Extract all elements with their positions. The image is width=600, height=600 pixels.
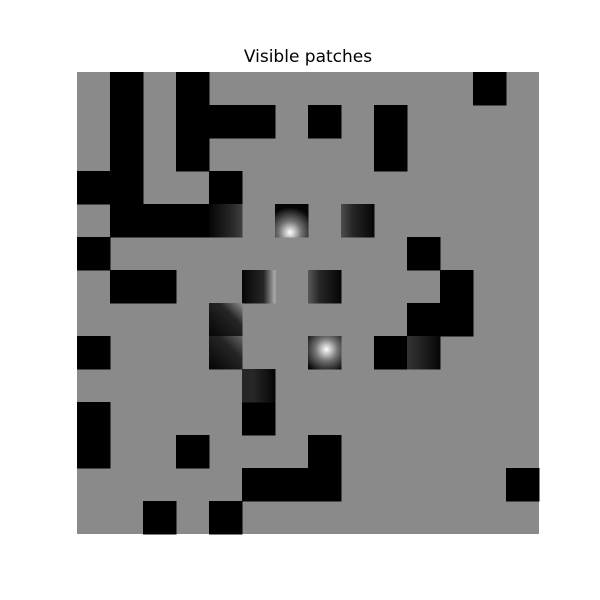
masked-cell <box>242 105 276 139</box>
masked-cell <box>407 303 441 337</box>
masked-cell <box>209 501 243 535</box>
visible-patch <box>407 336 441 370</box>
masked-cell <box>308 105 342 139</box>
masked-cell <box>77 237 111 271</box>
masked-cell <box>77 435 111 469</box>
masked-cell <box>176 105 210 139</box>
masked-cell <box>110 204 144 238</box>
masked-cell <box>110 105 144 139</box>
chart-title: Visible patches <box>243 47 373 67</box>
masked-cell <box>209 105 243 139</box>
visible-patch <box>308 336 342 370</box>
masked-cell <box>506 468 540 502</box>
visible-patch <box>209 336 243 370</box>
masked-cell <box>275 468 309 502</box>
masked-cell <box>110 138 144 172</box>
masked-cell <box>143 501 177 535</box>
visible-patch <box>275 204 309 238</box>
masked-cell <box>473 72 507 106</box>
visible-patch <box>308 270 342 304</box>
masked-cell <box>143 204 177 238</box>
masked-cell <box>176 72 210 106</box>
masked-cell <box>374 105 408 139</box>
masked-cell <box>308 468 342 502</box>
visible-patch <box>242 369 276 403</box>
masked-cell <box>209 171 243 205</box>
masked-cell <box>77 336 111 370</box>
masked-cell <box>440 303 474 337</box>
masked-cell <box>242 402 276 436</box>
masked-cell <box>440 270 474 304</box>
visible-patch <box>209 204 243 238</box>
masked-cell <box>176 435 210 469</box>
masked-cell <box>110 270 144 304</box>
masked-cell <box>143 270 177 304</box>
masked-cell <box>176 138 210 172</box>
visible-patch <box>242 270 276 304</box>
masked-cell <box>407 237 441 271</box>
masked-cell <box>308 435 342 469</box>
masked-cell <box>77 171 111 205</box>
masked-cell <box>77 402 111 436</box>
visible-patch <box>209 303 243 337</box>
masked-cell <box>242 468 276 502</box>
masked-cell <box>176 204 210 238</box>
masked-cell <box>374 138 408 172</box>
masked-cell <box>110 72 144 106</box>
masked-cell <box>110 171 144 205</box>
visible-patch <box>341 204 375 238</box>
masked-cell <box>374 336 408 370</box>
